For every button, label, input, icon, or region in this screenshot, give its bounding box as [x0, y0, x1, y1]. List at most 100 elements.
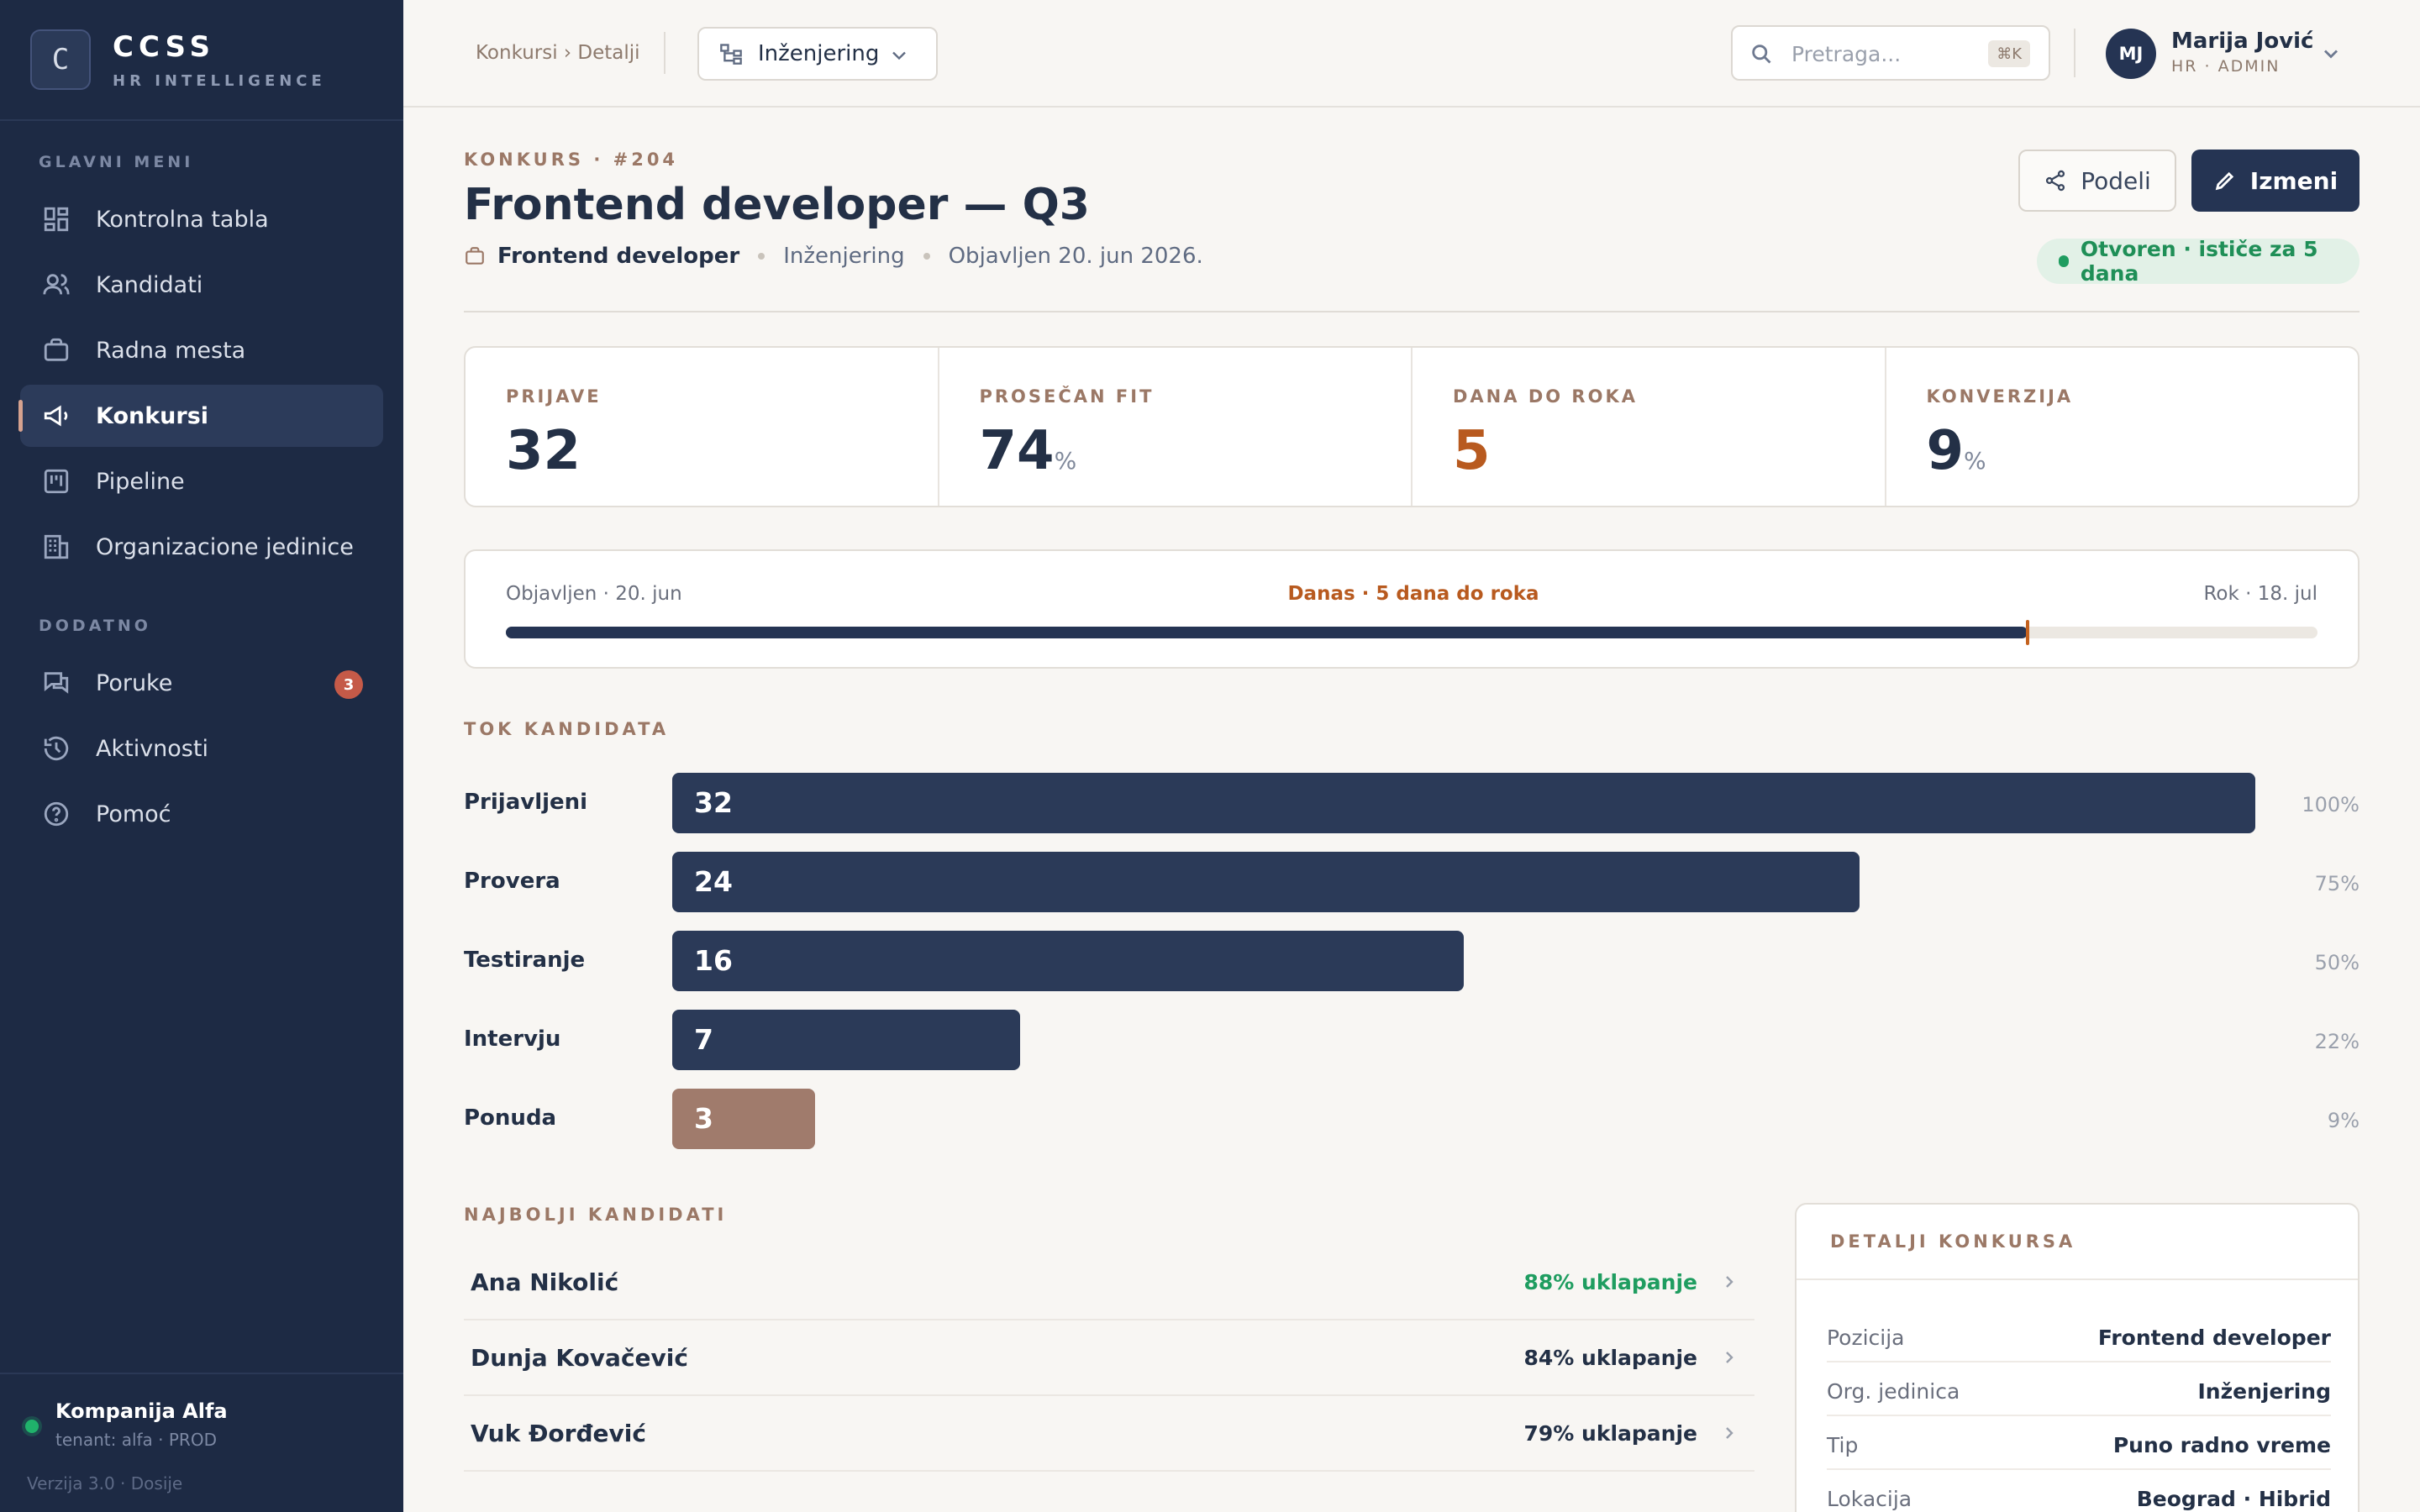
briefcase-icon: [466, 247, 484, 265]
funnel-percent: 50%: [2314, 951, 2360, 974]
sidebar-item-label: Kandidati: [96, 271, 203, 298]
funnel-row[interactable]: Intervju 7 22%: [464, 1010, 2360, 1070]
unread-badge: 3: [334, 670, 363, 699]
kanban-icon: [42, 467, 71, 496]
chevron-right-icon: [1726, 1427, 1733, 1439]
funnel-percent: 22%: [2314, 1030, 2360, 1053]
nav-section-main: GLAVNI MENI: [39, 153, 194, 171]
list-item[interactable]: Vuk Đorđević 79% uklapanje: [464, 1396, 1754, 1472]
details-value: Frontend developer: [2097, 1326, 2331, 1350]
status-text: Otvoren · ističe za 5 dana: [2080, 237, 2318, 286]
version-label: Verzija 3.0 · Dosije: [27, 1473, 183, 1494]
brand-name: CCSS: [113, 29, 215, 64]
sidebar-item-activities[interactable]: Aktivnosti: [20, 717, 383, 780]
kpi-applications: PRIJAVE 32: [466, 348, 939, 506]
deadline-timeline: Objavljen · 20. jun Danas · 5 dana do ro…: [464, 549, 2360, 669]
meta-published: Objavljen 20. jun 2026.: [948, 244, 1203, 269]
details-title: DETALJI KONKURSA: [1797, 1205, 2358, 1280]
kpi-conversion: KONVERZIJA 9%: [1886, 348, 2359, 506]
sidebar-item-label: Konkursi: [96, 402, 209, 429]
share-button[interactable]: Podeli: [2018, 150, 2176, 212]
timeline-progress: [506, 627, 2028, 638]
details-row: Tip Puno radno vreme: [1827, 1416, 2331, 1470]
kpi-label: DANA DO ROKA: [1453, 386, 1638, 407]
separator-dot: [758, 253, 765, 260]
funnel-stage-label: Testiranje: [464, 948, 586, 973]
list-item[interactable]: Dunja Kovačević 84% uklapanje: [464, 1320, 1754, 1396]
contest-meta: Frontend developer Inženjering Objavljen…: [464, 244, 1203, 269]
kpi-value: 5: [1453, 420, 1491, 482]
timeline-today: Danas · 5 dana do roka: [1287, 583, 1539, 605]
contest-id: KONKURS · #204: [464, 150, 679, 170]
funnel-row[interactable]: Provera 24 75%: [464, 852, 2360, 912]
sidebar-item-candidates[interactable]: Kandidati: [20, 254, 383, 316]
divider: [664, 32, 666, 74]
sidebar-item-label: Radna mesta: [96, 337, 246, 364]
help-icon: [42, 800, 71, 828]
search-placeholder: Pretraga...: [1791, 42, 1902, 66]
topbar: Konkursi › Detalji Inženjering Pretraga.…: [403, 0, 2420, 108]
list-item[interactable]: Ana Nikolić 88% uklapanje: [464, 1245, 1754, 1320]
candidate-name: Ana Nikolić: [471, 1268, 619, 1296]
details-key: Tip: [1827, 1433, 1859, 1457]
dashboard-icon: [42, 205, 71, 234]
edit-button[interactable]: Izmeni: [2191, 150, 2360, 212]
kpi-label: PRIJAVE: [506, 386, 602, 407]
chevron-down-icon[interactable]: [2319, 42, 2343, 66]
divider: [2074, 29, 2075, 77]
search-input[interactable]: Pretraga... ⌘K: [1731, 25, 2050, 81]
candidate-match: 79% uklapanje: [1523, 1421, 1698, 1446]
funnel-stage-label: Ponuda: [464, 1105, 557, 1131]
funnel-bar: 32: [672, 773, 2255, 833]
funnel-bar: 24: [672, 852, 1860, 912]
logo: C: [30, 29, 91, 90]
contest-details-card: DETALJI KONKURSA Pozicija Frontend devel…: [1795, 1203, 2360, 1512]
funnel-percent: 75%: [2314, 872, 2360, 895]
details-row: Lokacija Beograd · Hibrid: [1827, 1470, 2331, 1512]
sidebar-item-positions[interactable]: Radna mesta: [20, 319, 383, 381]
funnel-stage-label: Provera: [464, 869, 560, 894]
tenant-sub: tenant: alfa · PROD: [55, 1430, 217, 1450]
avatar[interactable]: MJ: [2106, 29, 2156, 79]
funnel-count: 7: [694, 1023, 713, 1056]
history-icon: [42, 734, 71, 763]
meta-department: Inženjering: [783, 244, 905, 269]
sidebar-item-pipeline[interactable]: Pipeline: [20, 450, 383, 512]
pencil-icon: [2215, 171, 2233, 191]
timeline-track: [506, 620, 2317, 645]
kpi-cards: PRIJAVE 32 PROSEČAN FIT 74% DANA DO ROKA…: [464, 346, 2360, 507]
details-value: Inženjering: [2197, 1379, 2331, 1404]
user-name[interactable]: Marija Jović: [2171, 29, 2314, 54]
tenant-name: Kompanija Alfa: [55, 1399, 228, 1423]
user-role: HR · ADMIN: [2171, 57, 2281, 76]
sidebar-item-messages[interactable]: Poruke 3: [20, 652, 383, 714]
department-select[interactable]: Inženjering: [697, 27, 938, 81]
details-row: Org. jedinica Inženjering: [1827, 1362, 2331, 1416]
funnel-row[interactable]: Prijavljeni 32 100%: [464, 773, 2360, 833]
sidebar-item-dashboard[interactable]: Kontrolna tabla: [20, 188, 383, 250]
sidebar: C CCSS HR INTELLIGENCE GLAVNI MENI Kontr…: [0, 0, 403, 1512]
funnel-row[interactable]: Testiranje 16 50%: [464, 931, 2360, 991]
funnel-row[interactable]: Ponuda 3 9%: [464, 1089, 2360, 1149]
chevron-right-icon: [1726, 1276, 1733, 1288]
funnel-percent: 9%: [2327, 1109, 2360, 1132]
sidebar-item-org-units[interactable]: Organizacione jedinice: [20, 516, 383, 578]
sidebar-item-help[interactable]: Pomoć: [20, 783, 383, 845]
department-select-label: Inženjering: [758, 41, 880, 66]
breadcrumb[interactable]: Konkursi › Detalji: [476, 42, 640, 64]
candidate-name: Dunja Kovačević: [471, 1344, 688, 1372]
users-icon: [42, 270, 71, 299]
sidebar-item-label: Poruke: [96, 669, 173, 696]
sidebar-item-label: Kontrolna tabla: [96, 206, 269, 233]
page-title: Frontend developer — Q3: [464, 180, 1090, 230]
sidebar-item-contests[interactable]: Konkursi: [18, 385, 383, 447]
brand[interactable]: C CCSS HR INTELLIGENCE: [0, 0, 403, 121]
meta-position[interactable]: Frontend developer: [497, 244, 740, 269]
timeline-end: Rok · 18. jul: [2203, 583, 2317, 605]
tenant-switcher[interactable]: Kompanija Alfa tenant: alfa · PROD Verzi…: [0, 1373, 403, 1512]
kpi-label: PROSEČAN FIT: [979, 386, 1155, 407]
funnel-count: 24: [694, 865, 733, 898]
funnel-bar: 7: [672, 1010, 1020, 1070]
kpi-value: 32: [506, 420, 581, 482]
funnel-stage-label: Intervju: [464, 1026, 561, 1052]
